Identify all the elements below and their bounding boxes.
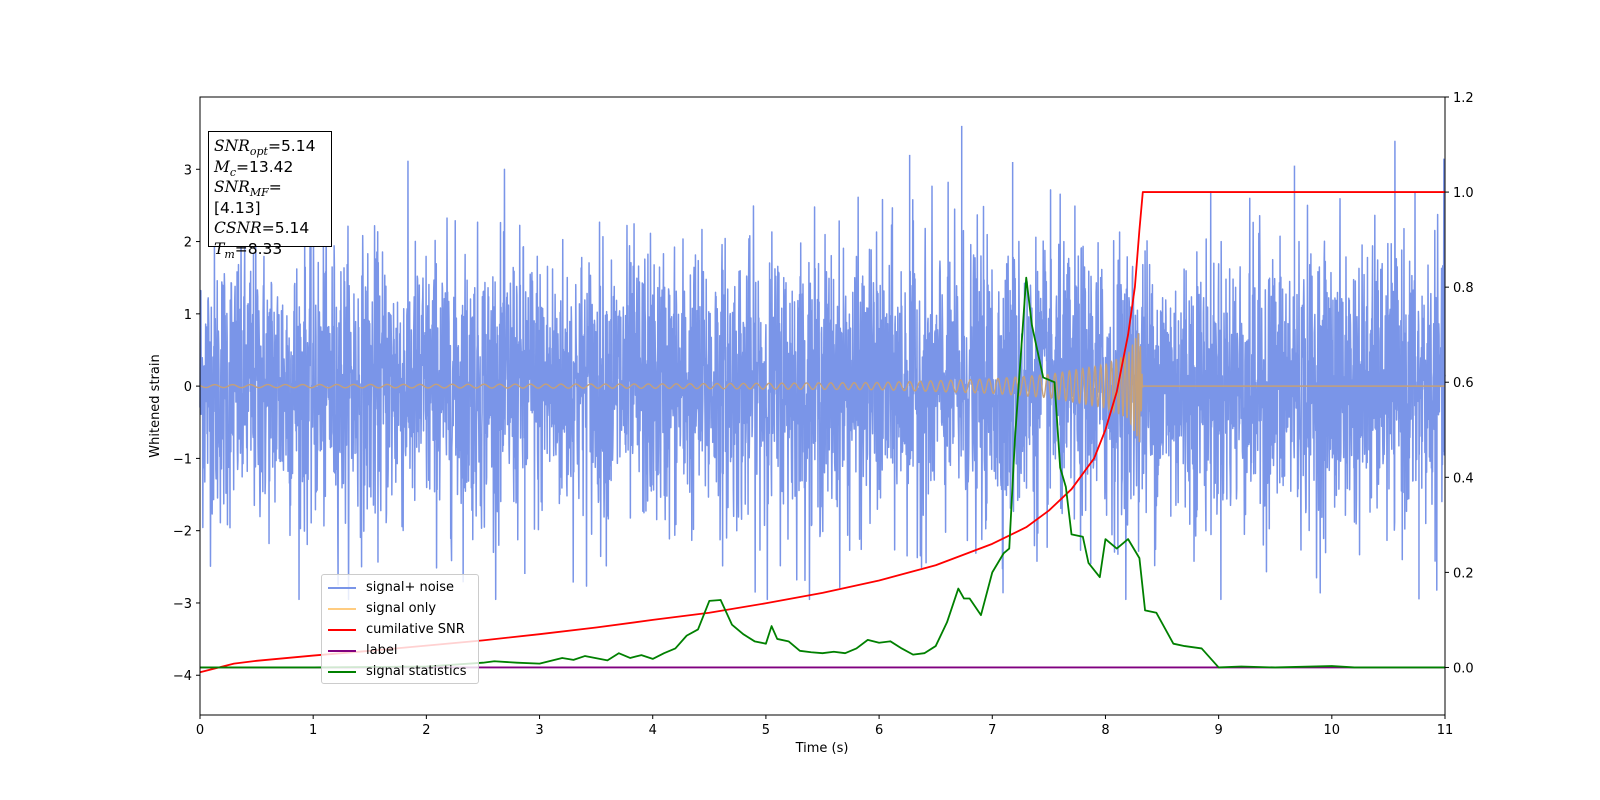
x-tick-label: 1 (309, 723, 317, 738)
legend-item-cumulative-snr: cumilative SNR (328, 619, 472, 640)
y-tick-label: −3 (173, 597, 192, 612)
x-tick-label: 8 (1101, 723, 1109, 738)
y-tick-label: −4 (173, 669, 192, 684)
x-tick-label: 3 (535, 723, 543, 738)
signal-statistics-line (200, 276, 1445, 669)
y-axis-label: Whitened strain (148, 354, 163, 457)
signal-noise-series (199, 125, 1446, 601)
y-tick-label: 1 (184, 308, 192, 323)
x-tick-label: 10 (1324, 723, 1341, 738)
x-tick-label: 0 (196, 723, 204, 738)
y2-tick-label: 1.2 (1453, 91, 1474, 106)
x-tick-label: 6 (875, 723, 883, 738)
y2-tick-label: 0.2 (1453, 566, 1474, 581)
x-tick-label: 5 (762, 723, 770, 738)
signal-noise-line (199, 125, 1446, 601)
legend-item-label: label (328, 640, 472, 661)
legend-swatch (328, 670, 356, 673)
y-tick-label: −1 (173, 452, 192, 467)
y-tick-label: 3 (184, 163, 192, 178)
axes: 0 1 2 3 4 5 6 7 8 9 10 11 −4 −3 −2 −1 0 1 2 3 0.0 0.2 0.4 0.6 0.… (173, 91, 1474, 738)
y2-tick-label: 0.8 (1453, 281, 1474, 296)
signal-only-line (199, 333, 1445, 443)
legend: signal+ noise signal only cumilative SNR… (321, 574, 479, 684)
y2-tick-label: 1.0 (1453, 186, 1474, 201)
x-axis-label: Time (s) (795, 741, 849, 756)
mc-line: Mc=13.42 (214, 157, 294, 179)
x-tick-label: 2 (422, 723, 430, 738)
y-tick-label: 0 (184, 380, 192, 395)
legend-swatch (328, 607, 356, 610)
y2-tick-label: 0.0 (1453, 661, 1474, 676)
snr-opt-line: SNRopt=5.14 (214, 137, 316, 159)
legend-swatch (328, 649, 356, 652)
snr-mf-line: SNRMF=[4.13] (214, 178, 282, 217)
legend-swatch (328, 586, 356, 589)
legend-item-signal-only: signal only (328, 598, 472, 619)
csnr-line: CSNR=5.14 (214, 219, 310, 237)
y-tick-label: 2 (184, 236, 192, 251)
signal-only-series (199, 333, 1445, 443)
legend-swatch (328, 628, 356, 631)
y2-tick-label: 0.6 (1453, 376, 1474, 391)
legend-item-signal-statistics: signal statistics (328, 661, 472, 682)
x-tick-label: 4 (649, 723, 657, 738)
y-tick-label: −2 (173, 525, 192, 540)
stats-infobox: SNRopt=5.14 Mc=13.42 SNRMF=[4.13] CSNR=5… (208, 131, 332, 260)
y2-tick-label: 0.4 (1453, 471, 1474, 486)
x-tick-label: 9 (1214, 723, 1222, 738)
tm-line: Tm=8.33 (214, 239, 283, 261)
x-tick-label: 11 (1437, 723, 1454, 738)
plot-frame (199, 96, 1446, 716)
x-tick-label: 7 (988, 723, 996, 738)
legend-item-signal-noise: signal+ noise (328, 577, 472, 598)
